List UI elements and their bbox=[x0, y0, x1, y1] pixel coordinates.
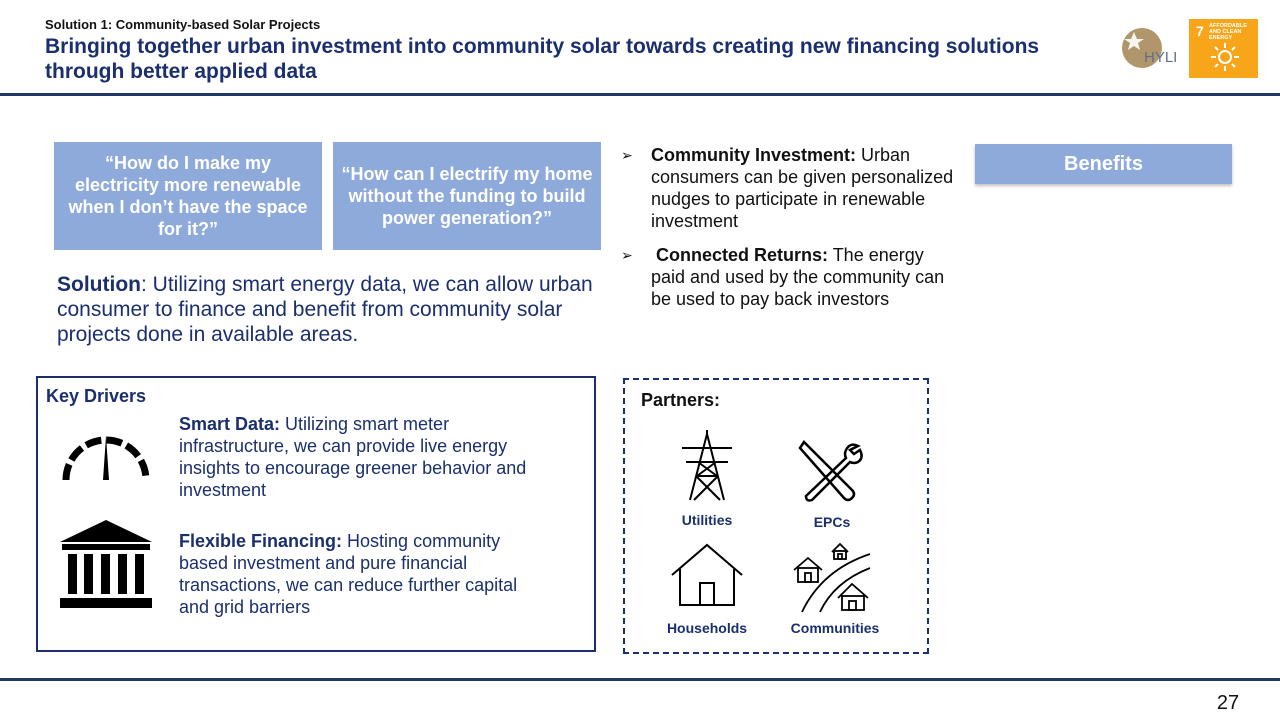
tools-icon bbox=[798, 440, 863, 502]
sdg-number: 7 bbox=[1196, 23, 1204, 39]
hyli-logo-text: HYLI bbox=[1144, 49, 1177, 66]
section-kicker: Solution 1: Community-based Solar Projec… bbox=[45, 17, 321, 32]
partner-label-households: Households bbox=[666, 620, 748, 636]
driver-title: Smart Data: bbox=[179, 414, 281, 434]
solution-label: Solution bbox=[57, 273, 141, 296]
solution-text: : Utilizing smart energy data, we can al… bbox=[57, 273, 593, 346]
benefits-header: Benefits bbox=[975, 144, 1232, 184]
driver-title: Flexible Financing: bbox=[179, 531, 343, 551]
partner-label-epcs: EPCs bbox=[813, 514, 851, 530]
hyli-logo: HYLI bbox=[1120, 24, 1188, 72]
slide-title: Bringing together urban investment into … bbox=[45, 35, 1040, 83]
driver-smart-data: Smart Data: Utilizing smart meter infras… bbox=[179, 413, 549, 501]
bullet-text: The energy paid and used by the communit… bbox=[651, 245, 945, 309]
quote-box-2: “How can I electrify my home without the… bbox=[333, 142, 601, 250]
key-drivers-box bbox=[36, 376, 596, 652]
driver-text: Hosting community based investment and p… bbox=[179, 531, 518, 617]
footer-divider bbox=[0, 678, 1280, 681]
bullet-text: Urban consumers can be given personalize… bbox=[651, 145, 954, 231]
sdg7-badge: 7 AFFORDABLE AND CLEAN ENERGY bbox=[1189, 19, 1258, 78]
partners-box bbox=[623, 378, 929, 654]
partner-label-utilities: Utilities bbox=[681, 512, 733, 528]
sun-icon bbox=[1211, 43, 1239, 71]
bullet-title: Community Investment: bbox=[651, 145, 857, 165]
arrow-bullet-icon: ➢ bbox=[621, 247, 633, 263]
partner-label-communities: Communities bbox=[790, 620, 880, 636]
driver-flexible-financing: Flexible Financing: Hosting community ba… bbox=[179, 530, 549, 618]
partners-title: Partners: bbox=[641, 390, 721, 410]
sdg-label: AFFORDABLE AND CLEAN ENERGY bbox=[1209, 23, 1247, 41]
house-icon bbox=[671, 543, 743, 606]
solution-statement: Solution: Utilizing smart energy data, w… bbox=[57, 272, 602, 347]
arrow-bullet-icon: ➢ bbox=[621, 147, 633, 163]
bullet-item: ➢ Connected Returns: The energy paid and… bbox=[621, 244, 956, 310]
header-divider bbox=[0, 93, 1280, 96]
bullet-item: ➢ Community Investment: Urban consumers … bbox=[621, 144, 956, 232]
power-tower-icon bbox=[682, 430, 732, 501]
key-drivers-title: Key Drivers bbox=[46, 386, 147, 406]
driver-text: Utilizing smart meter infrastructure, we… bbox=[179, 414, 527, 500]
bullet-title: Connected Returns: bbox=[656, 245, 829, 265]
page-number: 27 bbox=[1216, 692, 1240, 714]
community-icon bbox=[793, 542, 871, 613]
bank-icon bbox=[60, 520, 152, 608]
quote-box-1: “How do I make my electricity more renew… bbox=[54, 142, 322, 250]
gauge-icon bbox=[62, 436, 150, 481]
benefit-bullets: ➢ Community Investment: Urban consumers … bbox=[621, 144, 956, 322]
